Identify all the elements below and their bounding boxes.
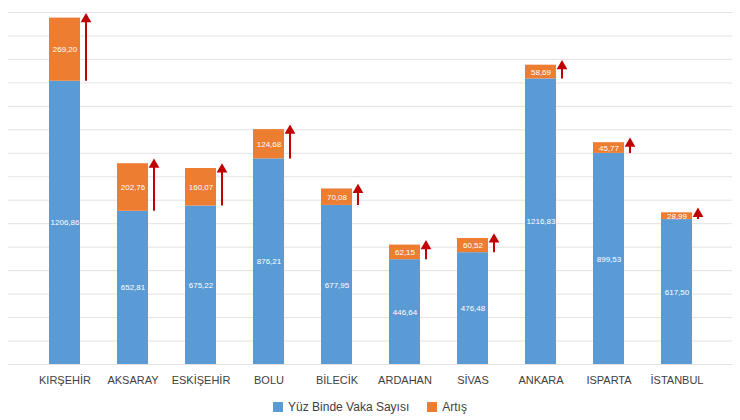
svg-text:58,69: 58,69 — [531, 68, 552, 77]
svg-text:ANKARA: ANKARA — [518, 374, 564, 386]
html-text:Artış: Artış — [442, 400, 467, 414]
svg-text:876,21: 876,21 — [257, 257, 282, 266]
svg-text:60,52: 60,52 — [463, 241, 484, 250]
svg-text:KIRŞEHİR: KIRŞEHİR — [39, 374, 91, 386]
svg-text:ARDAHAN: ARDAHAN — [378, 374, 432, 386]
svg-text:476,48: 476,48 — [461, 304, 486, 313]
svg-text:1206,86: 1206,86 — [51, 218, 80, 227]
html-text:Yüz Binde Vaka Sayısı: Yüz Binde Vaka Sayısı — [288, 400, 410, 414]
svg-text:899,53: 899,53 — [597, 255, 622, 264]
svg-text:652,81: 652,81 — [121, 283, 146, 292]
svg-text:ESKİŞEHİR: ESKİŞEHİR — [172, 374, 231, 386]
svg-text:BOLU: BOLU — [254, 374, 284, 386]
svg-text:BİLECİK: BİLECİK — [316, 374, 359, 386]
svg-text:675,22: 675,22 — [189, 281, 214, 290]
svg-text:160,07: 160,07 — [189, 183, 214, 192]
svg-text:62,15: 62,15 — [395, 248, 416, 257]
svg-text:28,99: 28,99 — [667, 212, 688, 221]
svg-text:269,20: 269,20 — [53, 45, 78, 54]
svg-text:677,95: 677,95 — [325, 281, 350, 290]
svg-text:617,50: 617,50 — [665, 288, 690, 297]
svg-text:İSTANBUL: İSTANBUL — [651, 374, 704, 386]
svg-text:70,08: 70,08 — [327, 193, 348, 202]
svg-text:ISPARTA: ISPARTA — [586, 374, 632, 386]
svg-text:1216,83: 1216,83 — [527, 217, 556, 226]
svg-text:SİVAS: SİVAS — [457, 374, 489, 386]
svg-text:AKSARAY: AKSARAY — [107, 374, 159, 386]
svg-text:124,68: 124,68 — [257, 140, 282, 149]
svg-text:202,76: 202,76 — [121, 183, 146, 192]
svg-text:446,64: 446,64 — [393, 308, 418, 317]
svg-text:45,77: 45,77 — [599, 144, 620, 153]
